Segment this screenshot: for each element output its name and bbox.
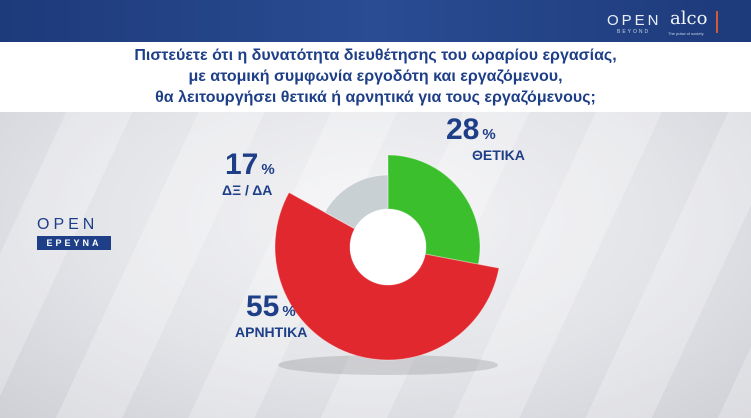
negative-label: ΑΡΝΗΤΙΚΑ (235, 324, 308, 340)
positive-unit: % (482, 126, 496, 143)
label-dk-value: 17% (225, 148, 275, 182)
open-logo: OPEN (37, 216, 99, 233)
open-erevna-tag: ΕΡΕΥΝΑ (37, 236, 111, 250)
chart-shadow (278, 355, 498, 375)
brand-alco-sub: The pulse of society (668, 31, 704, 36)
label-positive-value: 28% (446, 113, 496, 147)
question-line-2: με ατομική συμφωνία εργοδότη και εργαζόμ… (188, 68, 563, 85)
brand-divider (716, 11, 718, 33)
question-panel: Πιστεύετε ότι η δυνατότητα διευθέτησης τ… (0, 42, 751, 112)
donut-hole (350, 209, 426, 285)
brand-open-sub: BEYOND (617, 29, 651, 35)
brand-alco-logo: alco (670, 8, 708, 29)
brand-open-logo: OPEN (607, 12, 662, 29)
dk-value: 17 (225, 148, 259, 181)
positive-label: ΘΕΤΙΚΑ (472, 147, 525, 163)
positive-value: 28 (446, 113, 480, 146)
label-negative-value: 55% (246, 290, 296, 324)
header-bar: OPEN BEYOND alco The pulse of society (0, 0, 751, 42)
question-line-3: θα λειτουργήσει θετικά ή αρνητικά για το… (155, 89, 596, 106)
question-line-1: Πιστεύετε ότι η δυνατότητα διευθέτησης τ… (134, 47, 617, 64)
dk-unit: % (261, 161, 275, 178)
negative-unit: % (282, 303, 296, 320)
negative-value: 55 (246, 290, 280, 323)
dk-label: ΔΞ / ΔΑ (222, 182, 273, 198)
